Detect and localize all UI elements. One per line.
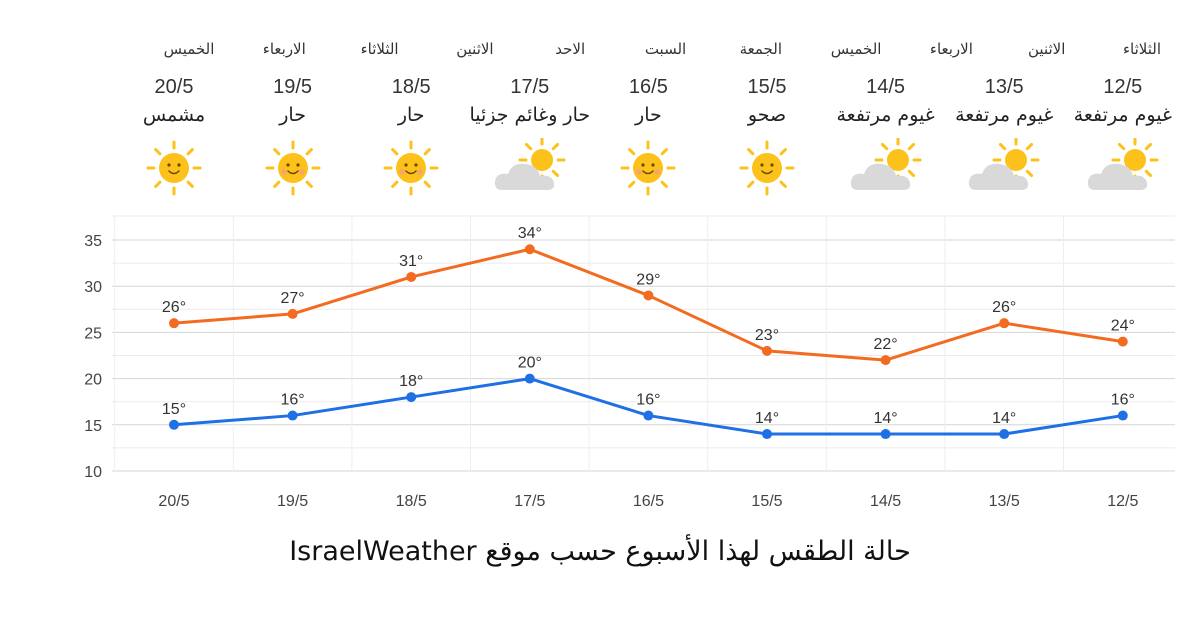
chart-grid [112, 215, 1175, 472]
forecast-day-name: الاحد [555, 40, 586, 58]
high-temperature-point [1117, 336, 1128, 347]
low-temperature-label: 16° [280, 392, 304, 409]
forecast-condition: غيوم مرتفعة [1073, 104, 1172, 126]
high-temperature-point [880, 355, 891, 366]
low-temperature-point [880, 429, 891, 440]
low-temperature-point [524, 373, 535, 384]
high-temperature-label: 27° [280, 290, 304, 307]
low-temperature-point [406, 392, 417, 403]
high-temperature-point [643, 290, 654, 301]
forecast-day-name: الاثنين [1028, 40, 1066, 58]
forecast-date: 18/5 [391, 76, 431, 98]
low-temperature-label: 14° [992, 410, 1016, 427]
hot-sun-icon [265, 140, 321, 196]
forecast-condition: حار [635, 104, 662, 126]
forecast-condition: غيوم مرتفعة [836, 104, 935, 126]
high-temperature-point [762, 345, 772, 356]
sun-icon [146, 140, 202, 196]
sun-icon [739, 140, 795, 196]
y-axis-ticks: 10 15 20 25 30 35 [84, 233, 102, 481]
low-temperature-label: 15° [162, 401, 186, 418]
x-tick-label: 15/5 [751, 493, 782, 510]
forecast-date: 16/5 [628, 76, 668, 98]
low-temperature-point [169, 419, 179, 430]
forecast-day-name: الثلاثاء [1122, 40, 1161, 58]
forecast-date: 14/5 [866, 76, 906, 98]
y-tick-label: 10 [84, 464, 102, 481]
high-temperature-point [406, 271, 417, 282]
high-temperature-label: 22° [873, 336, 897, 353]
temperature-chart: 10 15 20 25 30 35 20/5 19/5 18/5 17/5 16/5 15/5 14/… [84, 215, 1175, 510]
forecast-condition: حار [279, 104, 306, 126]
hot-sun-icon [383, 140, 439, 196]
low-temperature-point [999, 429, 1010, 440]
high-temperature-label: 31° [399, 253, 423, 270]
high-temperature-label: 24° [1111, 318, 1135, 335]
forecast-day-name: الاربعاء [262, 40, 306, 58]
high-temperature-label: 26° [992, 299, 1016, 316]
x-tick-label: 12/5 [1107, 493, 1138, 510]
forecast-strip: الخميس 20/5 مشمس الاربعاء 19/5 حار الثلاثاء 18/… [0, 0, 1200, 210]
x-tick-label: 16/5 [633, 493, 664, 510]
forecast-day-name: السبت [644, 40, 687, 58]
high-temperature-point [524, 244, 535, 255]
low-temperature-label: 18° [399, 373, 423, 390]
x-axis-ticks: 20/5 19/5 18/5 17/5 16/5 15/5 14/5 13/5 12/5 [158, 493, 1138, 510]
high-temperature-point [999, 318, 1010, 329]
high-temperature-label: 23° [755, 327, 779, 344]
y-tick-label: 20 [84, 372, 102, 389]
partly-cloudy-icon [1087, 138, 1159, 190]
high-temperature-label: 34° [518, 225, 542, 242]
low-temperature-point [1117, 410, 1128, 421]
forecast-date: 17/5 [510, 76, 550, 98]
forecast-condition: حار [397, 104, 425, 126]
x-tick-label: 19/5 [277, 493, 308, 510]
forecast-condition: صحو [747, 104, 787, 126]
partly-cloudy-icon [494, 138, 566, 190]
forecast-date: 19/5 [273, 76, 313, 98]
forecast-date: 13/5 [984, 76, 1024, 98]
data-labels: 26° 27° 31° 34° 29° 23° 22° 26° 24° 15° 16° 18° 20° 1… [162, 225, 1135, 427]
x-tick-label: 14/5 [870, 493, 901, 510]
low-temperature-point [643, 410, 654, 421]
y-tick-label: 15 [84, 418, 102, 435]
forecast-day-name: الخميس [163, 40, 215, 58]
high-temperature-label: 29° [636, 271, 660, 288]
y-tick-label: 25 [84, 325, 102, 342]
low-temperature-label: 16° [636, 392, 660, 409]
partly-cloudy-icon [850, 138, 922, 190]
high-temperature-label: 26° [162, 299, 186, 316]
page-caption: حالة الطقس لهذا الأسبوع حسب موقع IsraelW… [289, 536, 911, 567]
low-temperature-label: 14° [755, 410, 779, 427]
high-temperature-point [287, 308, 298, 319]
forecast-date: 15/5 [747, 76, 787, 98]
forecast-day-name: الخميس [830, 40, 882, 58]
forecast-condition: غيوم مرتفعة [955, 104, 1054, 126]
low-temperature-label: 16° [1111, 392, 1135, 409]
forecast-condition: مشمس [142, 104, 206, 126]
forecast-day-name: الجمعة [739, 40, 782, 58]
high-temperature-point [169, 318, 179, 329]
y-tick-label: 35 [84, 233, 102, 250]
forecast-date: 20/5 [154, 76, 194, 98]
forecast-day-name: الاربعاء [929, 40, 973, 58]
forecast-condition: حار وغائم جزئيا [469, 104, 591, 126]
low-temperature-point [287, 410, 298, 421]
forecast-day-name: الثلاثاء [360, 40, 399, 58]
high-temperature-line [173, 247, 1124, 362]
chart-series [169, 244, 1128, 440]
low-temperature-point [762, 429, 772, 440]
low-temperature-label: 14° [873, 410, 897, 427]
x-tick-label: 20/5 [158, 493, 189, 510]
low-temperature-label: 20° [518, 355, 542, 372]
forecast-day-name: الاثنين [456, 40, 494, 58]
partly-cloudy-icon [969, 138, 1040, 190]
x-tick-label: 18/5 [396, 493, 427, 510]
x-tick-label: 17/5 [514, 493, 545, 510]
forecast-date: 12/5 [1103, 76, 1143, 98]
y-tick-label: 30 [84, 279, 102, 296]
hot-sun-icon [620, 140, 676, 196]
x-tick-label: 13/5 [989, 493, 1020, 510]
